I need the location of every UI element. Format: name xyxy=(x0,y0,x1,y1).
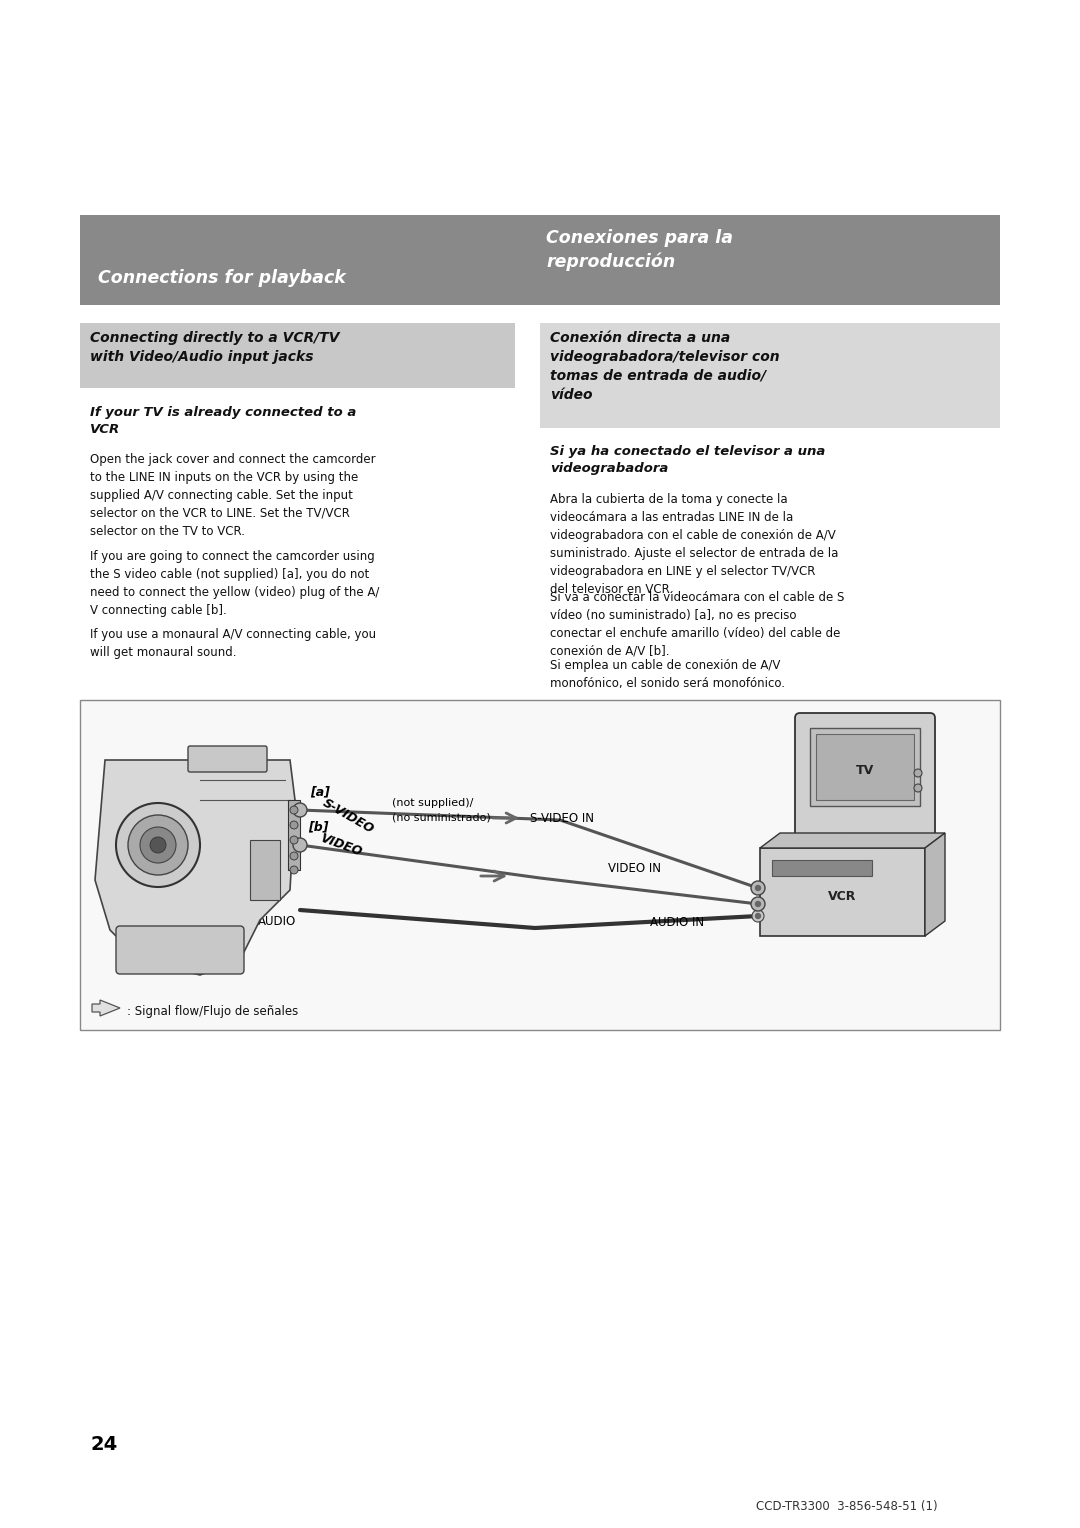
Bar xyxy=(249,840,280,900)
Text: Conexiones para la
reproducción: Conexiones para la reproducción xyxy=(546,229,733,270)
Text: If you are going to connect the camcorder using
the S video cable (not supplied): If you are going to connect the camcorde… xyxy=(90,550,379,617)
Bar xyxy=(832,845,900,853)
Text: If you use a monaural A/V connecting cable, you
will get monaural sound.: If you use a monaural A/V connecting cab… xyxy=(90,628,376,659)
Bar xyxy=(80,215,1000,306)
Circle shape xyxy=(293,804,307,817)
Circle shape xyxy=(914,784,922,792)
Circle shape xyxy=(291,866,298,874)
Bar xyxy=(816,733,914,801)
Bar xyxy=(760,848,924,937)
Text: Abra la cubierta de la toma y conecte la
videocámara a las entradas LINE IN de l: Abra la cubierta de la toma y conecte la… xyxy=(550,494,838,596)
Circle shape xyxy=(751,882,765,895)
Text: VIDEO IN: VIDEO IN xyxy=(608,862,661,876)
Circle shape xyxy=(140,827,176,863)
Text: VIDEO: VIDEO xyxy=(318,833,364,859)
Text: TV: TV xyxy=(855,764,874,776)
Bar xyxy=(810,727,920,805)
Circle shape xyxy=(756,902,760,906)
Text: AUDIO: AUDIO xyxy=(258,915,296,927)
Text: Connections for playback: Connections for playback xyxy=(98,269,346,287)
Text: S-VIDEO: S-VIDEO xyxy=(320,796,376,836)
Polygon shape xyxy=(924,833,945,937)
Text: CCD-TR3300  3-856-548-51 (1): CCD-TR3300 3-856-548-51 (1) xyxy=(756,1500,937,1513)
Bar xyxy=(540,322,1000,428)
Bar xyxy=(772,860,872,876)
Text: VCR: VCR xyxy=(827,889,856,903)
Text: S-VIDEO IN: S-VIDEO IN xyxy=(530,811,594,825)
Polygon shape xyxy=(92,999,120,1016)
Text: (no suministrado): (no suministrado) xyxy=(392,811,490,822)
Circle shape xyxy=(756,886,760,891)
Circle shape xyxy=(756,914,760,918)
Circle shape xyxy=(293,837,307,853)
Text: Connecting directly to a VCR/TV
with Video/Audio input jacks: Connecting directly to a VCR/TV with Vid… xyxy=(90,332,339,364)
Text: Si ya ha conectado el televisor a una
videograbadora: Si ya ha conectado el televisor a una vi… xyxy=(550,445,825,475)
Circle shape xyxy=(914,769,922,778)
Circle shape xyxy=(752,898,764,911)
Text: Si emplea un cable de conexión de A/V
monofónico, el sonido será monofónico.: Si emplea un cable de conexión de A/V mo… xyxy=(550,659,785,691)
Circle shape xyxy=(291,805,298,814)
Circle shape xyxy=(751,897,765,911)
Circle shape xyxy=(150,837,166,853)
Text: [b]: [b] xyxy=(308,821,328,833)
Circle shape xyxy=(752,911,764,921)
Text: Conexión directa a una
videograbadora/televisor con
tomas de entrada de audio/
v: Conexión directa a una videograbadora/te… xyxy=(550,332,780,402)
Text: If your TV is already connected to a
VCR: If your TV is already connected to a VCR xyxy=(90,406,356,435)
FancyBboxPatch shape xyxy=(188,746,267,772)
Circle shape xyxy=(116,804,200,886)
Bar xyxy=(288,801,300,869)
FancyBboxPatch shape xyxy=(795,714,935,837)
Text: AUDIO IN: AUDIO IN xyxy=(650,915,704,929)
Bar xyxy=(852,833,880,845)
Text: (not supplied)/: (not supplied)/ xyxy=(392,798,473,808)
Circle shape xyxy=(752,882,764,894)
Text: Si va a conectar la videocámara con el cable de S
vídeo (no suministrado) [a], n: Si va a conectar la videocámara con el c… xyxy=(550,591,845,659)
Circle shape xyxy=(291,821,298,830)
Text: Open the jack cover and connect the camcorder
to the LINE IN inputs on the VCR b: Open the jack cover and connect the camc… xyxy=(90,452,376,538)
Bar xyxy=(80,322,515,388)
Bar xyxy=(80,700,1000,1030)
Circle shape xyxy=(291,853,298,860)
Polygon shape xyxy=(95,759,295,975)
Text: 24: 24 xyxy=(90,1435,118,1455)
Circle shape xyxy=(129,814,188,876)
Text: [a]: [a] xyxy=(310,785,329,798)
Text: : Signal flow/Flujo de señales: : Signal flow/Flujo de señales xyxy=(127,1005,298,1019)
Circle shape xyxy=(291,836,298,843)
FancyBboxPatch shape xyxy=(116,926,244,973)
Polygon shape xyxy=(760,833,945,848)
